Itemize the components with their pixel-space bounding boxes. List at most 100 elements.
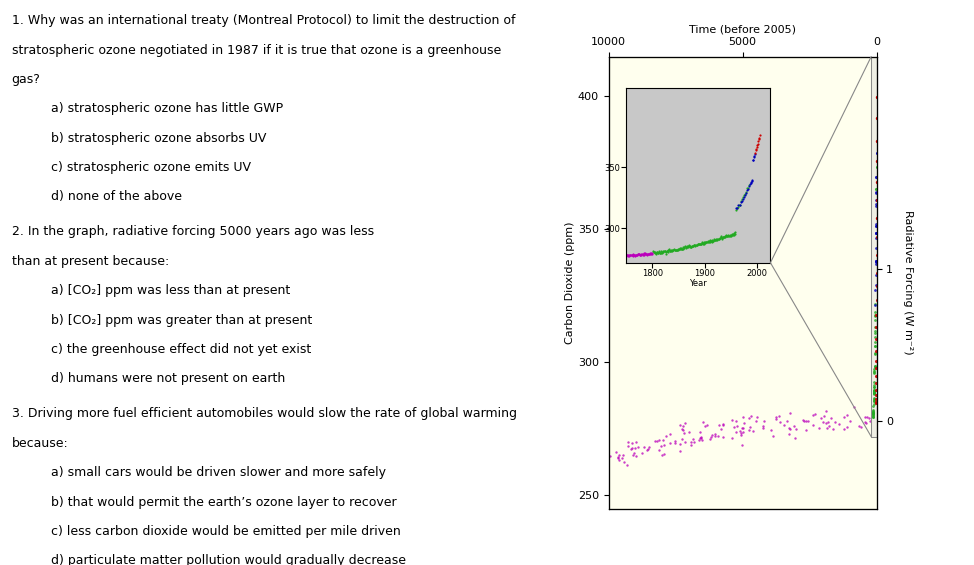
Point [714,234,730,243]
Point [659,246,675,255]
Point [832,420,847,429]
Point [619,250,635,259]
Point [686,241,701,250]
Point [665,245,681,254]
Point [805,421,821,430]
Point [636,443,652,452]
Point [840,410,855,419]
Point [640,445,656,454]
Point [869,157,884,166]
Point [624,438,640,447]
Point [869,334,884,343]
Point [633,250,649,259]
Point [858,412,874,421]
Point [668,245,684,254]
Point [712,234,728,243]
Point [718,232,733,241]
Point [801,417,816,426]
Point [737,190,753,199]
Point [661,246,677,255]
Point [624,444,640,453]
Text: a) [CO₂] ppm was less than at present: a) [CO₂] ppm was less than at present [51,284,290,297]
Point [619,438,635,447]
Point [727,230,742,239]
Point [869,201,884,210]
Point [653,248,668,257]
Point [661,245,677,254]
Point [698,238,714,247]
Point [680,241,695,250]
Point [746,153,762,162]
Point [729,203,744,212]
Point [867,349,882,358]
Point [667,245,683,254]
Point [702,434,718,444]
Point [768,415,783,424]
Point [726,422,741,431]
Point [635,250,651,259]
Point [704,237,720,246]
Point [779,416,795,425]
Point [676,429,692,438]
Point [797,417,812,426]
Point [857,418,873,427]
Point [867,328,882,337]
Point [716,233,731,242]
Point [705,237,721,246]
Point [698,238,714,247]
Point [660,247,676,257]
Point [869,390,884,399]
Point [867,350,882,359]
Point [869,93,884,102]
Text: 2. In the graph, radiative forcing 5000 years ago was less: 2. In the graph, radiative forcing 5000 … [12,225,374,238]
Point [669,245,685,254]
Point [669,245,685,254]
Point [633,250,649,259]
Point [678,438,693,447]
Point [786,421,802,431]
Point [866,386,881,395]
Point [676,243,692,252]
Point [869,364,884,373]
Point [725,231,740,240]
Point [643,249,658,258]
Point [869,163,884,172]
Point [608,447,623,457]
Point [686,241,701,250]
Point [868,307,883,316]
Point [664,246,680,255]
Point [674,243,690,252]
Point [694,436,710,445]
Point [837,424,852,433]
Point [749,412,765,421]
Point [869,149,884,158]
Point [695,238,711,247]
Text: c) less carbon dioxide would be emitted per mile driven: c) less carbon dioxide would be emitted … [51,525,400,538]
Point [782,425,798,434]
Point [868,257,883,266]
Point [731,427,747,436]
Point [868,229,883,238]
Point [869,196,884,205]
Point [867,367,882,376]
Point [697,238,713,247]
Point [748,145,764,154]
Point [869,394,884,403]
Point [865,409,880,418]
Point [630,250,646,259]
Point [719,232,734,241]
Point [649,249,664,258]
Point [736,418,752,427]
Point [690,240,705,249]
Point [612,455,627,464]
Point [708,234,724,244]
Point [868,244,883,253]
Point [675,244,691,253]
Point [756,423,771,432]
Text: d) particulate matter pollution would gradually decrease: d) particulate matter pollution would gr… [51,554,405,565]
Point [676,244,692,253]
Point [693,240,709,249]
Point [747,148,763,157]
Point [868,285,883,294]
Point [667,438,683,447]
